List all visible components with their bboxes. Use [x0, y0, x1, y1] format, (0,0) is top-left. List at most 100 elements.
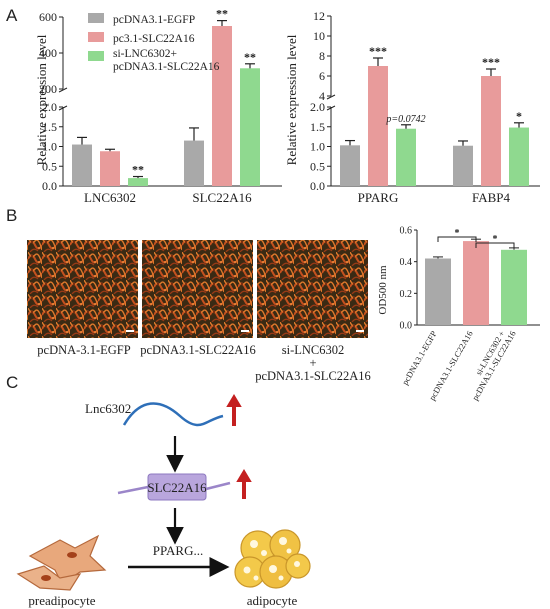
chart-b-xlabel-egfp: pcDNA3.1-EGFP	[400, 329, 439, 387]
bar	[100, 151, 120, 186]
x-tick-label: SLC22A16	[192, 190, 252, 205]
image-label-si-1: si-LNC6302	[282, 343, 345, 357]
bar	[509, 127, 529, 186]
y-tick-label: 200	[39, 82, 57, 96]
legend-swatch-si	[88, 51, 104, 61]
chart-a-right: Relative expression level 0.0 0.5 1.0 1.5 2.…	[284, 9, 540, 205]
image-label-si-2: pcDNA3.1-SLC22A16	[255, 369, 371, 383]
y-tick-label: 1.0	[42, 140, 57, 154]
image-egfp	[27, 240, 138, 338]
x-tick-label: LNC6302	[84, 190, 136, 205]
significance-bracket	[475, 242, 515, 248]
y-tick-label: 1.5	[310, 120, 325, 134]
legend: pcDNA3.1-EGFP pc3.1-SLC22A16 si-LNC6302+…	[88, 13, 220, 73]
pathway-diagram: Lnc6302 SLC22A16 preadipocyte PPARG...	[16, 394, 311, 608]
panel-letter-a: A	[6, 6, 18, 25]
legend-label-egfp: pcDNA3.1-EGFP	[113, 14, 195, 26]
bar	[72, 144, 92, 186]
axis-break-mark	[58, 87, 68, 93]
y-tick-label: 4	[319, 89, 325, 103]
image-label-egfp: pcDNA-3.1-EGFP	[37, 343, 130, 357]
axis-break-mark	[326, 105, 336, 111]
significance-label: **	[132, 163, 144, 177]
bar	[128, 178, 148, 186]
y-tick-label: 0.4	[400, 257, 413, 268]
chart-a-right-ylabel: Relative expression level	[284, 34, 299, 165]
y-tick-label: 2.0	[42, 100, 57, 114]
significance-label: *	[516, 109, 522, 123]
y-tick-label: 400	[39, 46, 57, 60]
bar	[453, 145, 473, 186]
bar	[501, 249, 527, 325]
preadipocyte-icon	[16, 534, 107, 591]
chart-b-ylabel: OD500 nm	[377, 265, 389, 315]
image-slc	[142, 240, 253, 338]
y-tick-label: 10	[313, 29, 325, 43]
significance-label: ***	[482, 55, 500, 69]
lnc-label: Lnc6302	[85, 401, 131, 416]
preadipocyte-label: preadipocyte	[28, 593, 95, 608]
y-tick-label: 0.0	[400, 321, 413, 332]
lnc-rna-curve	[122, 402, 224, 427]
legend-swatch-egfp	[88, 13, 104, 23]
chart-a-left-ylabel: Relative expression level	[34, 34, 49, 165]
chart-a-left: Relative expression level 0.0 0.5 1.0 1.5 2.…	[34, 7, 282, 205]
bar	[184, 140, 204, 186]
y-tick-label: 0.5	[42, 159, 57, 173]
membrane-tail-left	[117, 485, 149, 495]
y-tick-label: 600	[39, 10, 57, 24]
scale-bar	[241, 330, 249, 332]
bar	[425, 258, 451, 325]
adipocyte-label: adipocyte	[247, 593, 298, 608]
significance-label: *	[493, 234, 498, 245]
y-tick-label: 0.0	[42, 179, 57, 193]
slc-label: SLC22A16	[147, 480, 207, 495]
staining-images: pcDNA-3.1-EGFP pcDNA3.1-SLC22A16 si-LNC6…	[27, 240, 371, 383]
legend-label-si-2: pcDNA3.1-SLC22A16	[113, 61, 220, 73]
significance-label: ***	[369, 44, 387, 58]
bar	[340, 145, 360, 186]
y-tick-label: 0.2	[400, 289, 413, 300]
chart-b: OD500 nm pcDNA3.1-EGFP pcDNA3.1-SLC22A16…	[377, 226, 540, 402]
legend-label-si-1: si-LNC6302+	[113, 48, 177, 60]
image-label-si-plus: +	[309, 356, 316, 370]
significance-label: **	[216, 7, 228, 21]
y-tick-label: 6	[319, 69, 325, 83]
pparg-label: PPARG...	[153, 543, 203, 558]
membrane-tail-right	[205, 481, 231, 491]
upregulation-arrow-icon	[226, 394, 242, 426]
y-tick-label: 1.0	[310, 140, 325, 154]
bar	[368, 66, 388, 186]
image-si	[257, 240, 368, 338]
panel-letter-c: C	[6, 373, 18, 392]
significance-label: **	[244, 50, 256, 64]
panel-letter-b: B	[6, 206, 17, 225]
y-tick-label: 0.6	[400, 226, 413, 237]
y-tick-label: 0.0	[310, 179, 325, 193]
y-tick-label: 2.0	[310, 100, 325, 114]
bar	[463, 241, 489, 325]
bar	[481, 76, 501, 186]
significance-bracket	[437, 236, 477, 242]
legend-label-slc: pc3.1-SLC22A16	[113, 33, 195, 45]
axis-break-mark	[58, 105, 68, 111]
significance-label: *	[455, 228, 460, 239]
significance-label: p=0.0742	[385, 114, 425, 125]
y-tick-label: 1.5	[42, 120, 57, 134]
bar	[212, 26, 232, 186]
upregulation-arrow-icon	[236, 469, 252, 499]
legend-swatch-slc	[88, 32, 104, 42]
scale-bar	[356, 330, 364, 332]
slc22a16-box	[147, 473, 207, 501]
x-tick-label: FABP4	[472, 190, 511, 205]
image-label-slc: pcDNA3.1-SLC22A16	[140, 343, 256, 357]
y-tick-label: 12	[313, 9, 325, 23]
x-tick-label: PPARG	[358, 190, 399, 205]
adipocyte-icon	[234, 529, 311, 589]
scale-bar	[126, 330, 134, 332]
bar	[396, 128, 416, 186]
y-tick-label: 0.5	[310, 159, 325, 173]
bar	[240, 68, 260, 186]
y-tick-label: 8	[319, 49, 325, 63]
